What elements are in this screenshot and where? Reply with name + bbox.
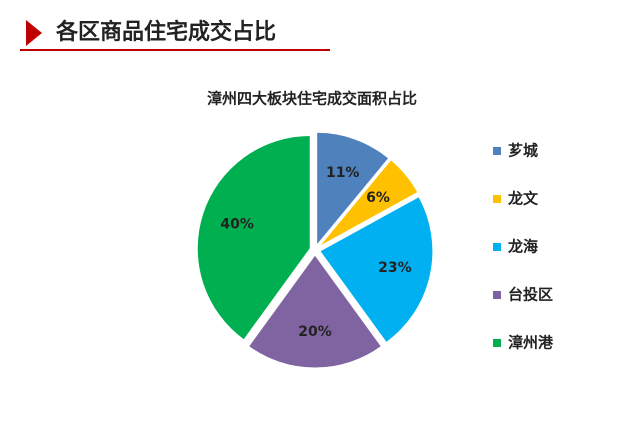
pie-slice <box>316 131 390 247</box>
data-label: 20% <box>298 324 332 340</box>
header-marker <box>26 20 42 46</box>
chart-title: 漳州四大板块住宅成交面积占比 <box>207 90 417 108</box>
data-label: 11% <box>326 165 360 181</box>
legend-swatch <box>493 195 501 203</box>
legend-label: 芗城 <box>508 142 538 160</box>
data-label: 23% <box>378 260 412 276</box>
data-label: 6% <box>366 190 390 206</box>
legend-swatch <box>493 339 501 347</box>
pie-slice <box>318 159 419 248</box>
pie-slice <box>196 134 311 341</box>
legend-label: 龙文 <box>507 190 539 208</box>
legend-swatch <box>493 291 501 299</box>
legend-label: 龙海 <box>507 238 538 256</box>
legend-label: 台投区 <box>508 286 553 304</box>
legend-swatch <box>493 147 501 155</box>
page-title: 各区商品住宅成交占比 <box>55 19 276 45</box>
legend-swatch <box>493 243 501 251</box>
legend-label: 漳州港 <box>508 334 554 352</box>
pie-slice <box>247 254 383 369</box>
data-label: 40% <box>220 217 254 233</box>
pie-slice <box>319 195 434 344</box>
